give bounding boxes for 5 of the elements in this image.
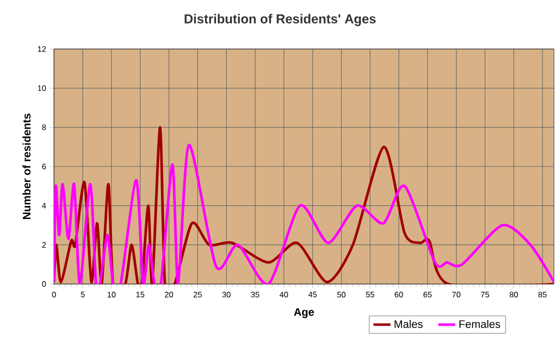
chart-title: Distribution of Residents' Ages (184, 14, 376, 26)
x-axis-title: Age (294, 308, 314, 318)
legend-label: Males (394, 320, 423, 328)
legend-label: Females (459, 320, 500, 328)
y-axis-title: Number of residents (22, 114, 31, 220)
